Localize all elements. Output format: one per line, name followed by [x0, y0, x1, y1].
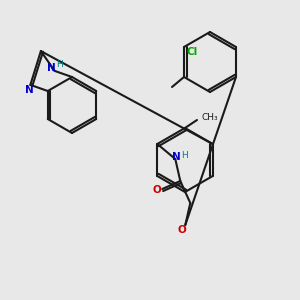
Text: Cl: Cl — [186, 47, 198, 57]
Text: N: N — [25, 85, 34, 95]
Text: H: H — [181, 151, 188, 160]
Text: N: N — [172, 152, 181, 162]
Text: H: H — [56, 60, 63, 69]
Text: N: N — [47, 63, 56, 73]
Text: CH₃: CH₃ — [202, 113, 219, 122]
Text: O: O — [153, 185, 162, 195]
Text: O: O — [178, 225, 187, 235]
